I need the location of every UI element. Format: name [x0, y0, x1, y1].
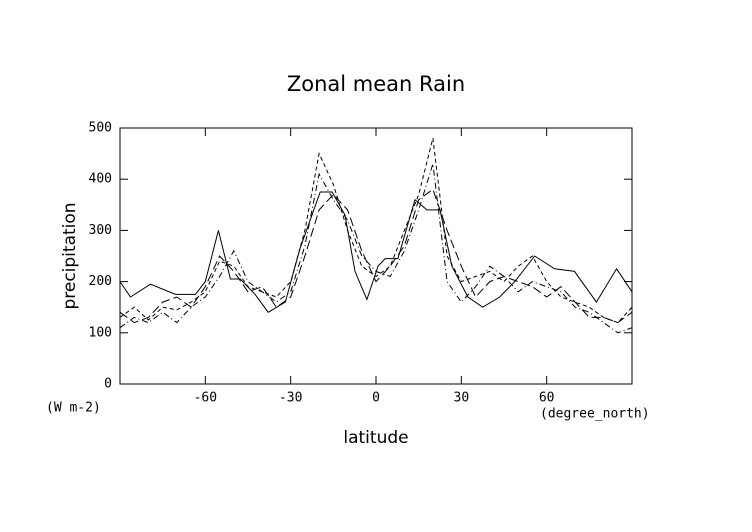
y-tick-label: 300	[89, 223, 112, 238]
x-tick-label: -30	[279, 391, 302, 406]
plot-frame	[119, 127, 633, 385]
y-tick-label: 0	[104, 377, 112, 392]
x-tick-label: 60	[539, 391, 555, 406]
chart-title: Zonal mean Rain	[287, 72, 465, 96]
x-tick-label: -60	[194, 391, 217, 406]
x-tick-label: 0	[372, 391, 380, 406]
series-line	[119, 188, 633, 324]
y-tick-label: 400	[89, 172, 112, 187]
series-line	[119, 191, 633, 313]
series-line	[119, 138, 633, 324]
y-tick-label: 500	[89, 121, 112, 136]
y-tick-label: 100	[89, 325, 112, 340]
series-line	[119, 163, 633, 334]
x-axis-label: latitude	[343, 428, 408, 448]
y-axis-label: precipitation	[60, 202, 80, 309]
x-tick-label: 30	[454, 391, 470, 406]
x-units: (degree_north)	[540, 407, 650, 422]
y-units: (W m-2)	[46, 401, 101, 416]
y-tick-label: 200	[89, 274, 112, 289]
